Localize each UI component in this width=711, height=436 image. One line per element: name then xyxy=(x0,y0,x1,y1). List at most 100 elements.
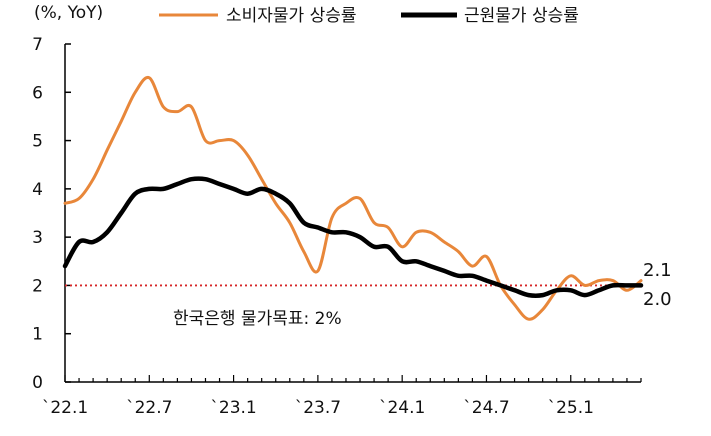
series-line-cpi xyxy=(63,75,643,321)
data-point xyxy=(317,227,318,228)
data-point xyxy=(359,198,360,199)
data-point xyxy=(388,246,389,247)
data-point xyxy=(92,179,93,180)
data-point xyxy=(107,232,108,233)
legend-label-core: 근원물가 상승률 xyxy=(464,6,579,26)
data-point xyxy=(275,203,276,204)
data-point xyxy=(247,193,248,194)
data-point xyxy=(500,285,501,286)
data-point xyxy=(486,256,487,257)
data-point xyxy=(205,179,206,180)
data-point xyxy=(486,280,487,281)
data-point xyxy=(430,266,431,267)
data-point xyxy=(78,241,79,242)
data-point xyxy=(584,294,585,295)
data-point xyxy=(570,290,571,291)
data-point xyxy=(177,111,178,112)
data-point xyxy=(233,188,234,189)
data-point xyxy=(177,183,178,184)
target-annotation: 한국은행 물가목표: 2% xyxy=(173,309,342,329)
data-point xyxy=(542,294,543,295)
data-point xyxy=(528,294,529,295)
data-point xyxy=(289,203,290,204)
data-point xyxy=(514,304,515,305)
data-point xyxy=(289,222,290,223)
y-tick-label: 6 xyxy=(32,83,43,103)
data-point xyxy=(191,179,192,180)
x-tick-label: `22.1 xyxy=(42,398,88,418)
data-point xyxy=(584,285,585,286)
data-point xyxy=(458,251,459,252)
x-tick-label: `23.7 xyxy=(295,398,341,418)
data-point xyxy=(261,179,262,180)
y-tick-label: 7 xyxy=(32,35,43,55)
data-point xyxy=(219,140,220,141)
data-point xyxy=(626,290,627,291)
data-point xyxy=(416,232,417,233)
end-label-core: 2.0 xyxy=(643,289,672,310)
y-tick-label: 0 xyxy=(32,373,43,393)
data-point xyxy=(135,193,136,194)
y-tick-label: 5 xyxy=(32,132,43,152)
data-point xyxy=(612,280,613,281)
data-point xyxy=(121,121,122,122)
data-point xyxy=(191,106,192,107)
data-point xyxy=(345,203,346,204)
data-point xyxy=(219,183,220,184)
data-point xyxy=(121,212,122,213)
x-tick-label: `24.1 xyxy=(379,398,425,418)
data-point xyxy=(247,154,248,155)
data-point xyxy=(402,261,403,262)
data-point xyxy=(163,106,164,107)
data-point xyxy=(598,280,599,281)
data-point xyxy=(149,188,150,189)
series-line-core xyxy=(62,176,644,298)
data-point xyxy=(163,188,164,189)
data-point xyxy=(303,251,304,252)
data-point xyxy=(149,77,150,78)
data-point xyxy=(598,290,599,291)
data-point xyxy=(402,246,403,247)
data-point xyxy=(458,275,459,276)
x-axis: `22.1 `22.7 `23.1 `23.7 `24.1 `24.7 `25.1 xyxy=(42,375,642,418)
data-point xyxy=(373,222,374,223)
y-tick-label: 2 xyxy=(32,276,43,296)
x-tick-label: `23.1 xyxy=(210,398,256,418)
y-tick-label: 1 xyxy=(32,325,43,345)
data-point xyxy=(570,275,571,276)
data-point xyxy=(556,290,557,291)
data-point xyxy=(444,241,445,242)
data-point xyxy=(416,261,417,262)
data-point xyxy=(233,140,234,141)
data-point xyxy=(275,193,276,194)
data-point xyxy=(640,280,641,281)
y-tick-label: 3 xyxy=(32,228,43,248)
legend-label-cpi: 소비자물가 상승률 xyxy=(226,6,357,26)
data-point xyxy=(612,285,613,286)
end-label-cpi: 2.1 xyxy=(643,260,672,281)
data-point xyxy=(64,266,65,267)
x-tick-label: `25.1 xyxy=(548,398,594,418)
data-point xyxy=(640,285,641,286)
x-tick-label: `24.7 xyxy=(463,398,509,418)
data-point xyxy=(345,232,346,233)
legend: 소비자물가 상승률 근원물가 상승률 xyxy=(159,6,579,26)
data-point xyxy=(107,150,108,151)
data-point xyxy=(92,241,93,242)
data-point xyxy=(78,198,79,199)
data-point xyxy=(317,270,318,271)
data-point xyxy=(528,319,529,320)
y-axis: 0 1 2 3 4 5 6 7 xyxy=(32,35,71,393)
x-tick-label: `22.7 xyxy=(126,398,172,418)
data-point xyxy=(542,309,543,310)
data-point xyxy=(205,140,206,141)
data-point xyxy=(359,237,360,238)
data-point xyxy=(472,275,473,276)
data-point xyxy=(444,270,445,271)
data-point xyxy=(135,92,136,93)
data-point xyxy=(331,217,332,218)
data-point xyxy=(472,266,473,267)
y-unit-label: (%, YoY) xyxy=(34,3,103,23)
